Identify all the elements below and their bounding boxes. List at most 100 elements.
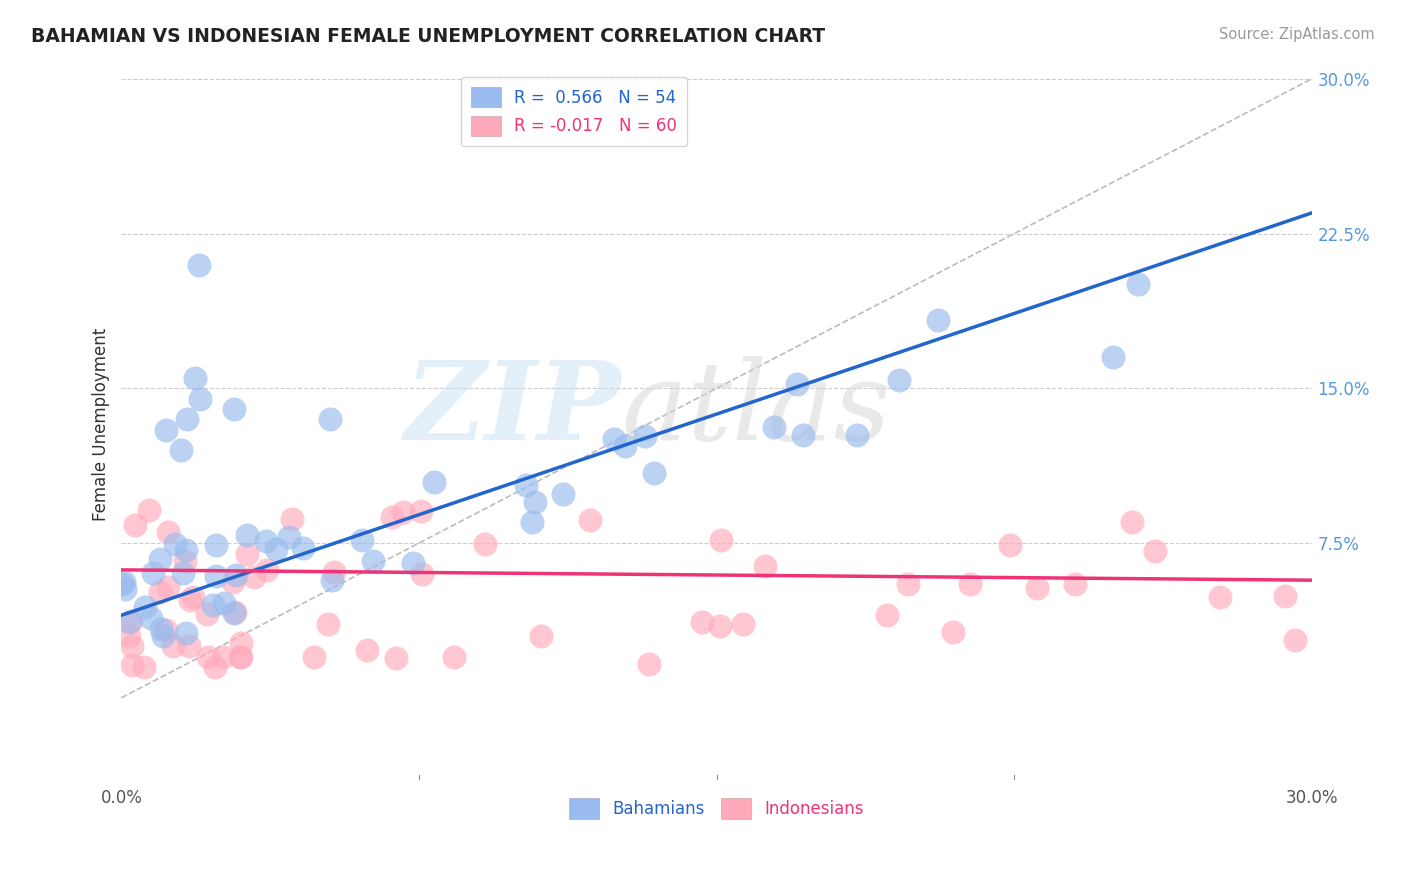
Point [174,554,197,568]
Point [786,376,808,391]
Point [142,566,165,581]
Point [205,569,228,583]
Point [121,657,143,672]
Point [709,619,731,633]
Point [381,509,404,524]
Point [205,538,228,552]
Point [643,467,665,481]
Point [132,660,155,674]
Point [280,512,302,526]
Point [754,559,776,574]
Point [515,477,537,491]
Point [174,543,197,558]
Point [411,567,433,582]
Point [474,537,496,551]
Point [361,553,384,567]
Point [350,533,373,547]
Point [530,629,553,643]
Point [179,593,201,607]
Point [845,428,868,442]
Point [152,629,174,643]
Point [266,541,288,556]
Point [112,574,135,589]
Point [1126,277,1149,292]
Point [118,629,141,643]
Point [1101,350,1123,364]
Point [319,412,342,426]
Point [551,486,574,500]
Point [224,607,246,621]
Point [204,660,226,674]
Point [579,513,602,527]
Point [202,598,225,612]
Point [243,570,266,584]
Point [225,568,247,582]
Point [224,401,246,416]
Point [187,258,209,272]
Point [941,624,963,639]
Point [172,566,194,581]
Point [174,626,197,640]
Point [318,617,340,632]
Point [118,615,141,629]
Point [111,576,134,591]
Point [292,541,315,556]
Point [254,533,277,548]
Point [887,373,910,387]
Point [170,443,193,458]
Point [124,518,146,533]
Point [148,585,170,599]
Point [1026,581,1049,595]
Point [138,503,160,517]
Point [229,636,252,650]
Point [149,552,172,566]
Point [613,439,636,453]
Point [384,651,406,665]
Point [321,574,343,588]
Point [235,547,257,561]
Point [1064,577,1087,591]
Point [1284,633,1306,648]
Point [634,428,657,442]
Point [162,639,184,653]
Point [277,530,299,544]
Point [181,591,204,605]
Point [149,622,172,636]
Point [402,556,425,570]
Point [222,574,245,589]
Point [120,614,142,628]
Text: BAHAMIAN VS INDONESIAN FEMALE UNEMPLOYMENT CORRELATION CHART: BAHAMIAN VS INDONESIAN FEMALE UNEMPLOYME… [31,27,825,45]
Y-axis label: Female Unemployment: Female Unemployment [93,327,110,521]
Point [876,608,898,623]
Point [224,605,246,619]
Point [710,533,733,547]
Point [733,617,755,632]
Point [1121,516,1143,530]
Point [141,611,163,625]
Point [156,580,179,594]
Point [638,657,661,672]
Point [157,524,180,539]
Point [391,505,413,519]
Point [229,649,252,664]
Point [212,649,235,664]
Point [322,566,344,580]
Point [176,412,198,426]
Point [998,538,1021,552]
Point [188,392,211,406]
Point [121,639,143,653]
Point [356,643,378,657]
Point [114,582,136,597]
Point [690,615,713,629]
Point [197,649,219,664]
Point [229,650,252,665]
Point [443,649,465,664]
Point [155,423,177,437]
Text: Source: ZipAtlas.com: Source: ZipAtlas.com [1219,27,1375,42]
Point [155,624,177,638]
Point [212,596,235,610]
Point [195,607,218,621]
Point [177,639,200,653]
Point [897,577,920,591]
Point [1274,590,1296,604]
